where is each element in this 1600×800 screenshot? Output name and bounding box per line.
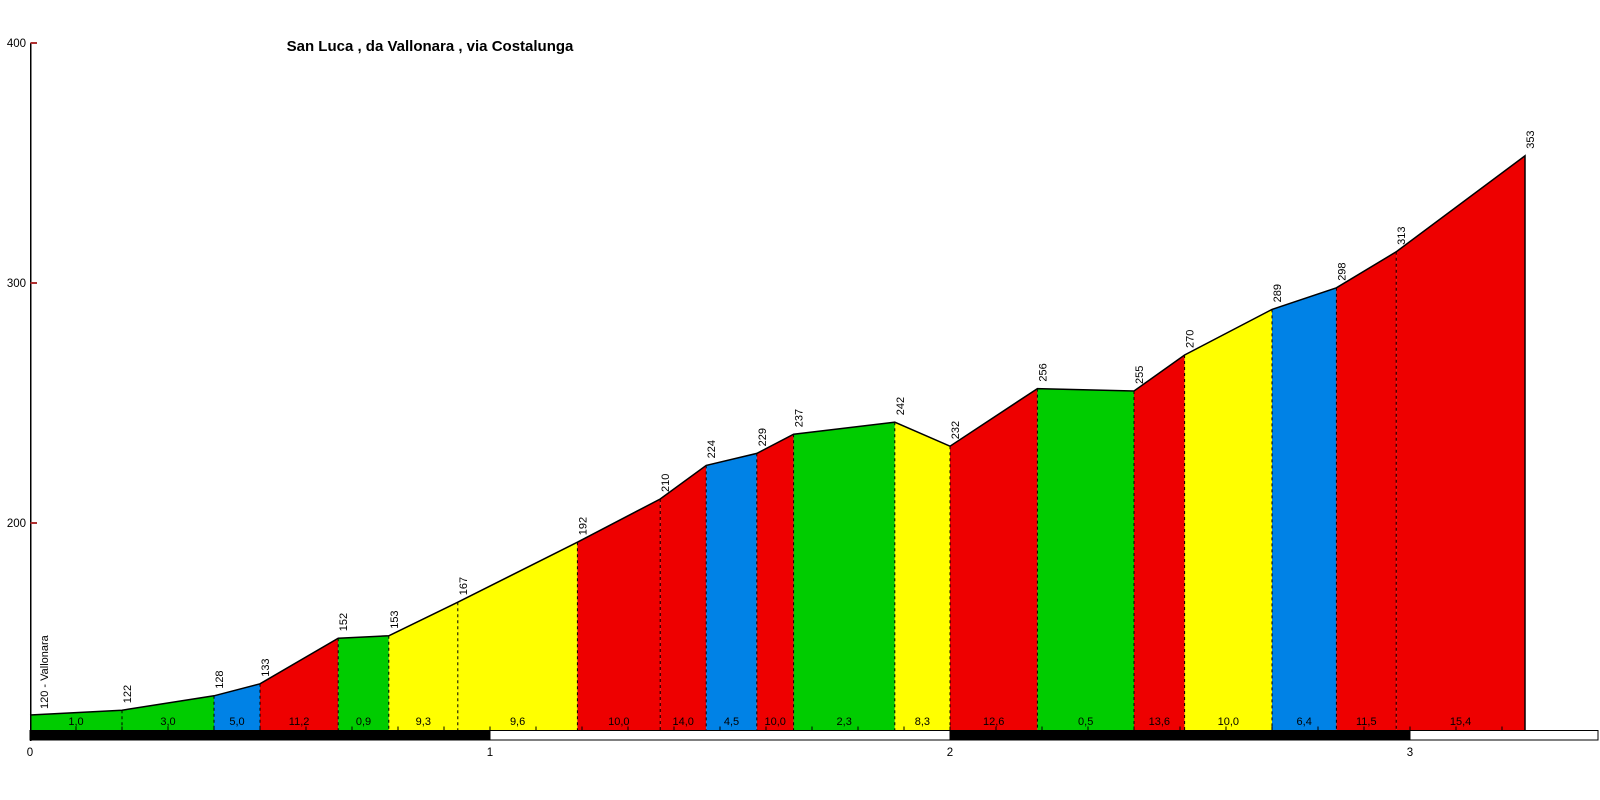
profile-segment: [660, 465, 707, 730]
gradient-label: 10,0: [764, 716, 785, 728]
profile-segment: [894, 422, 950, 730]
elevation-label: 256: [1037, 363, 1049, 381]
gradient-label: 1,0: [68, 716, 83, 728]
profile-outline: [29, 154, 1526, 730]
x-axis-tick-label: 0: [27, 747, 33, 759]
elevation-label: 153: [389, 610, 401, 628]
gradient-label: 12,6: [983, 716, 1004, 728]
profile-segment: [30, 710, 122, 730]
profile-segment: [1336, 251, 1397, 731]
gradient-label: 2,3: [837, 716, 852, 728]
gradient-label: 6,4: [1297, 716, 1312, 728]
x-axis-band: [949, 730, 1411, 741]
elevation-label: 313: [1396, 226, 1408, 244]
gradient-label: 9,6: [510, 716, 525, 728]
profile-segment: [457, 542, 578, 730]
profile-segment: [1396, 155, 1525, 731]
profile-segment: [388, 602, 458, 730]
gradient-label: 15,4: [1450, 716, 1471, 728]
y-axis-tick-label: 400: [7, 38, 26, 50]
start-elevation-label: 120 - Vallonara: [39, 634, 51, 709]
elevation-label: 353: [1525, 130, 1537, 148]
profile-segment: [260, 638, 339, 730]
elevation-label: 133: [260, 658, 272, 676]
x-axis-tick-label: 3: [1407, 747, 1413, 759]
profile-segment: [793, 422, 895, 730]
elevation-label: 210: [660, 474, 672, 492]
profile-segment: [577, 499, 661, 730]
page-title: San Luca , da Vallonara , via Costalunga: [286, 38, 574, 55]
gradient-label: 0,5: [1078, 716, 1093, 728]
elevation-label: 298: [1336, 262, 1348, 280]
x-axis-band: [1409, 730, 1599, 741]
profile-segment: [1184, 309, 1272, 730]
elevation-label: 192: [577, 517, 589, 535]
gradient-label: 3,0: [160, 716, 175, 728]
elevation-label: 152: [338, 613, 350, 631]
elevation-label: 122: [122, 685, 134, 703]
gradient-label: 5,0: [229, 716, 244, 728]
x-axis-band: [489, 730, 951, 741]
profile-segment: [706, 453, 757, 730]
profile-segment: [122, 695, 214, 730]
profile-segment: [338, 635, 389, 730]
elevation-label: 255: [1134, 366, 1146, 384]
y-axis-tick-label: 200: [7, 518, 26, 530]
elevation-label: 167: [458, 577, 470, 595]
gradient-label: 0,9: [356, 716, 371, 728]
elevation-label: 270: [1185, 330, 1197, 348]
gradient-label: 8,3: [915, 716, 930, 728]
elevation-label: 229: [757, 428, 769, 446]
gradient-label: 10,0: [608, 716, 629, 728]
profile-segment: [1272, 287, 1337, 730]
elevation-label: 242: [895, 397, 907, 415]
x-axis-tick-label: 2: [947, 747, 953, 759]
gradient-label: 4,5: [724, 716, 739, 728]
elevation-label: 128: [214, 670, 226, 688]
gradient-label: 11,5: [1356, 716, 1377, 728]
gradient-label: 13,6: [1149, 716, 1170, 728]
profile-segment: [950, 388, 1038, 730]
gradient-label: 14,0: [672, 716, 693, 728]
profile-segment: [756, 434, 794, 730]
profile-segment: [214, 683, 260, 730]
x-axis-tick-label: 1: [487, 747, 493, 759]
elevation-label: 237: [794, 409, 806, 427]
profile-segment: [1134, 355, 1185, 730]
x-axis-band: [29, 730, 491, 741]
gradient-label: 11,2: [289, 716, 310, 728]
elevation-label: 232: [950, 421, 962, 439]
elevation-label: 224: [706, 440, 718, 458]
elevation-label: 289: [1272, 284, 1284, 302]
gradient-label: 9,3: [416, 716, 431, 728]
y-axis-tick-label: 300: [7, 278, 26, 290]
gradient-label: 10,0: [1218, 716, 1239, 728]
profile-segment: [1037, 388, 1134, 730]
